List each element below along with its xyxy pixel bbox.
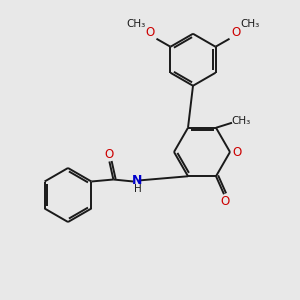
Text: O: O (232, 146, 242, 158)
Text: CH₃: CH₃ (240, 19, 259, 29)
Text: O: O (220, 195, 230, 208)
Text: CH₃: CH₃ (127, 19, 146, 29)
Text: CH₃: CH₃ (231, 116, 250, 126)
Text: O: O (146, 26, 155, 39)
Text: H: H (134, 184, 141, 194)
Text: O: O (231, 26, 240, 39)
Text: O: O (105, 148, 114, 161)
Text: N: N (132, 174, 142, 187)
